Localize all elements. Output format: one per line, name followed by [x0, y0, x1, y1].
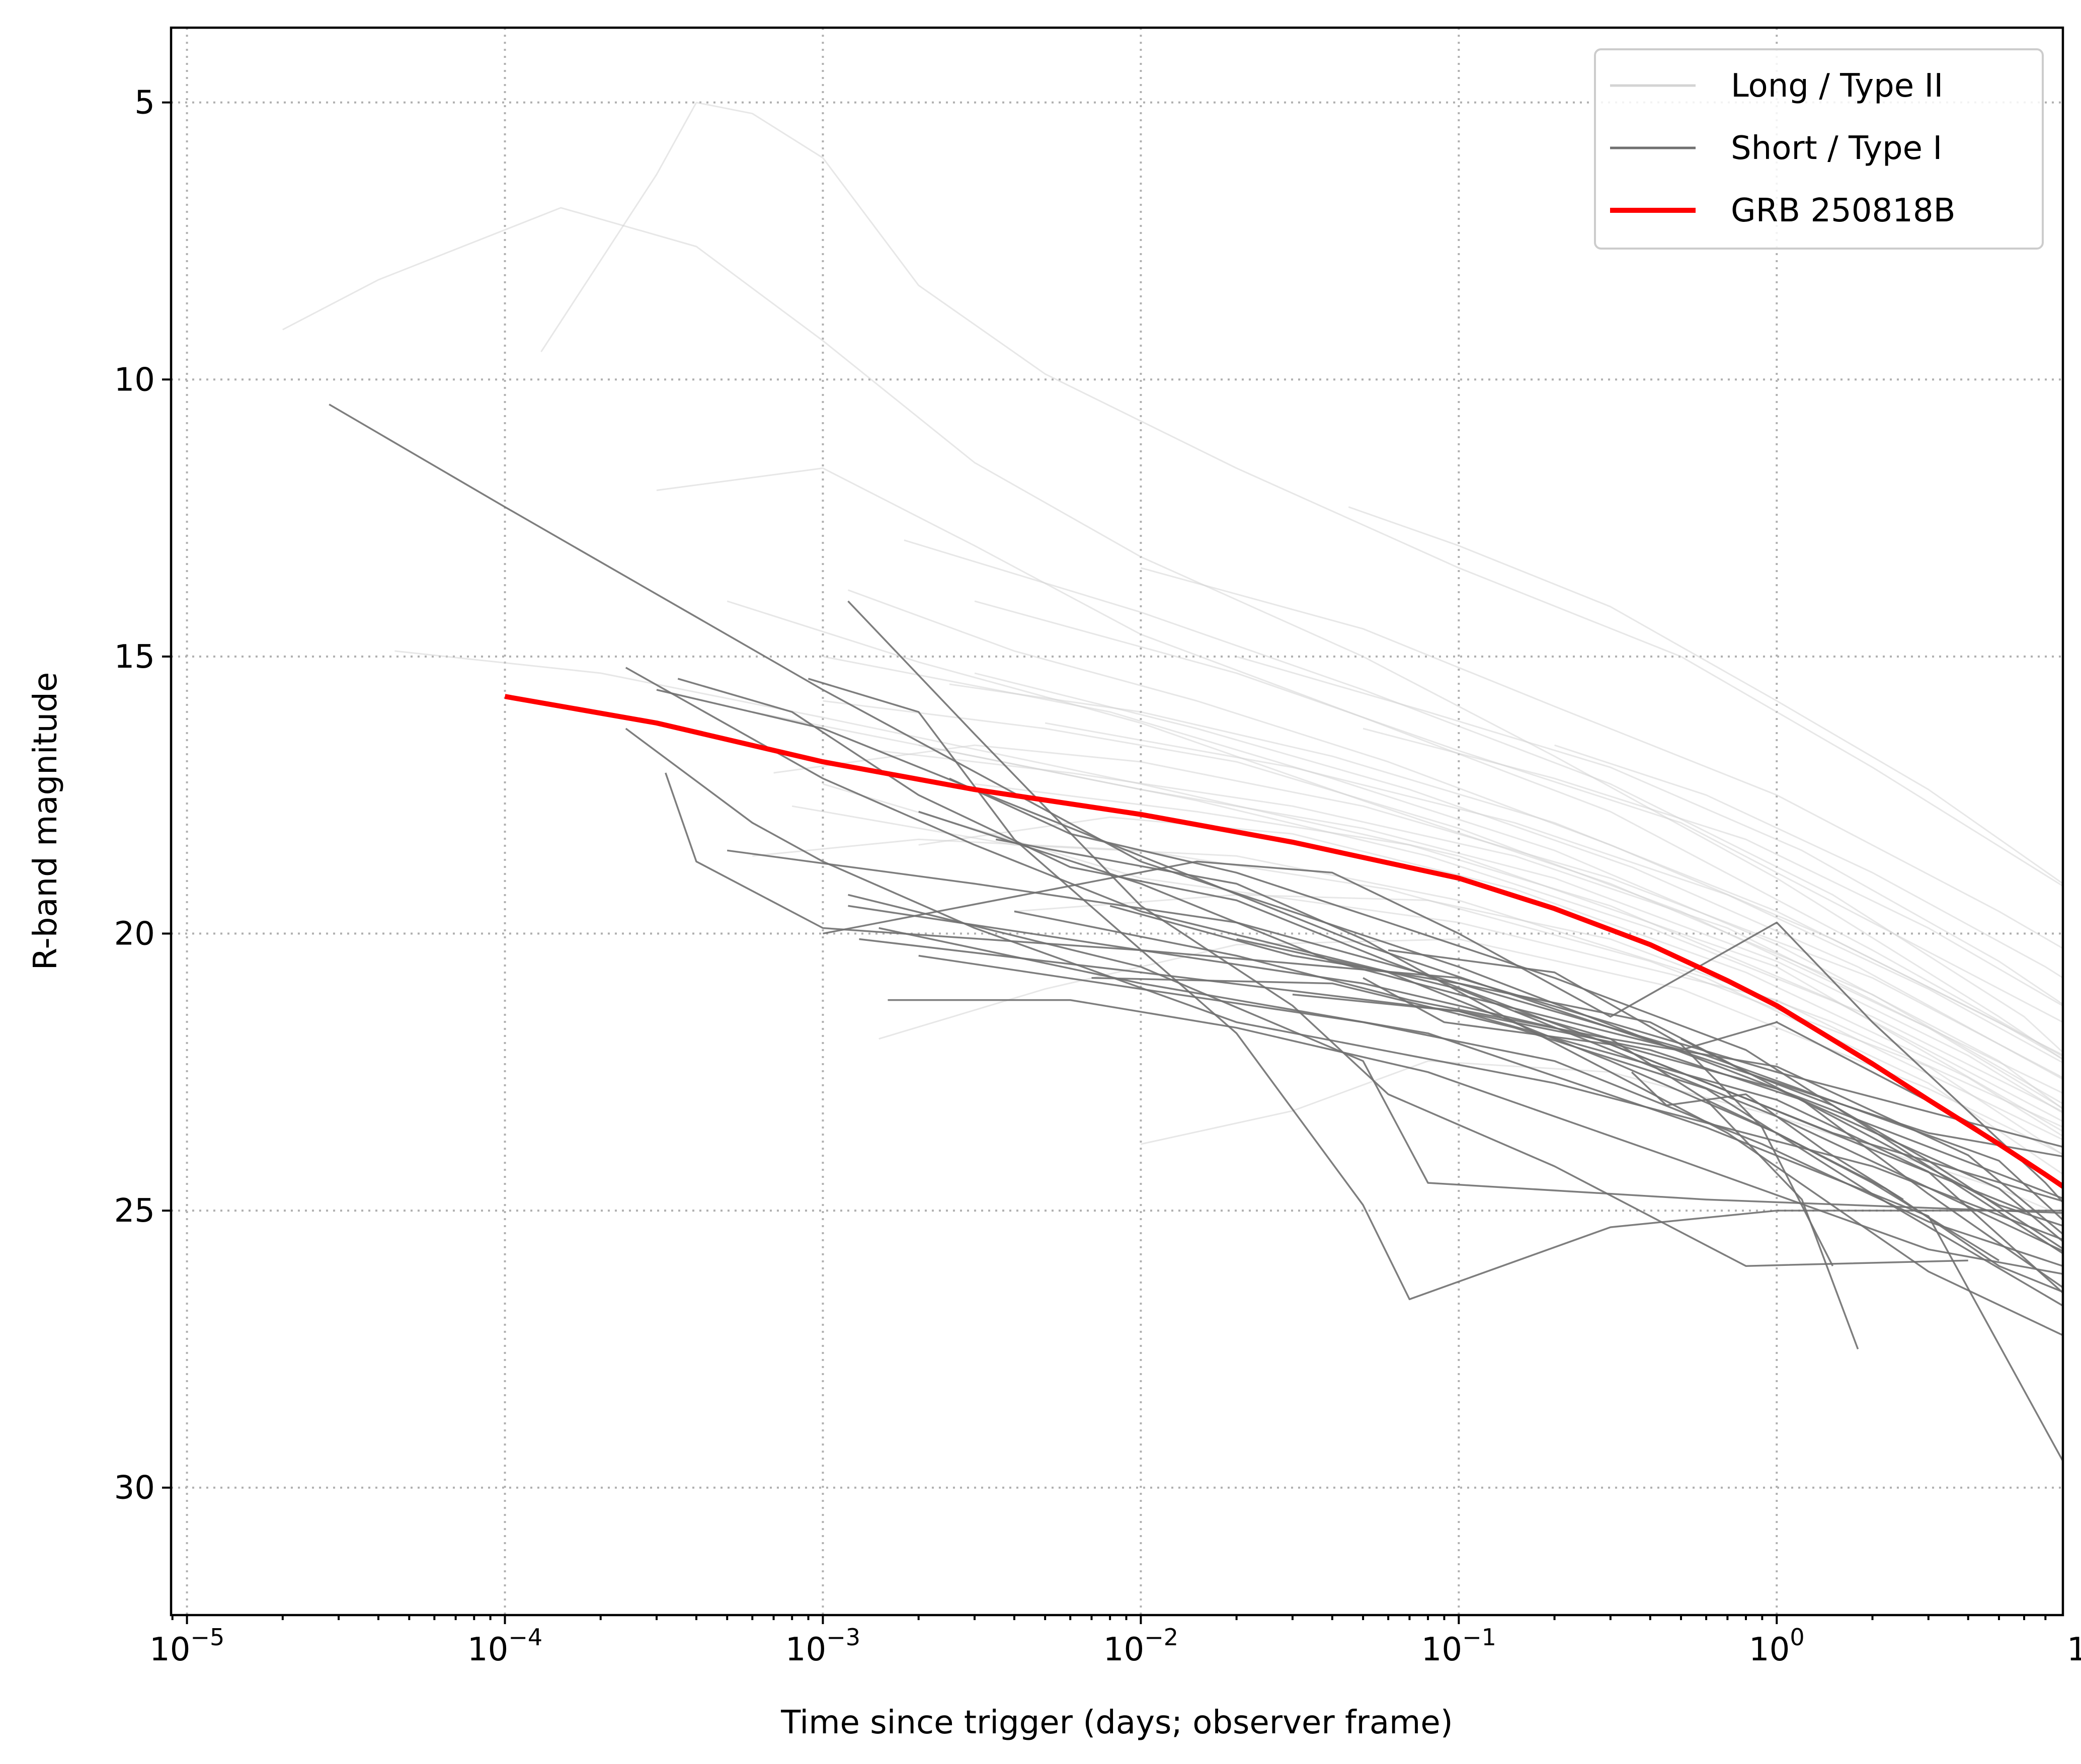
short-type-i-light-curve	[665, 772, 2063, 1148]
short-type-i-light-curve	[1292, 993, 2063, 1289]
long-type-ii-light-curve	[656, 467, 2063, 1058]
long-type-ii-light-curve	[974, 600, 2063, 1023]
short-type-i-curves	[329, 404, 2063, 1463]
long-type-ii-light-curve	[752, 711, 2063, 1113]
long-type-ii-light-curve	[918, 816, 2063, 1137]
long-type-ii-light-curve	[823, 700, 2063, 1094]
x-tick-label: 10−3	[785, 1624, 860, 1668]
long-type-ii-light-curve	[974, 783, 2063, 1122]
short-type-i-light-curve	[1014, 910, 2063, 1236]
x-tick-label: 10−5	[149, 1624, 224, 1668]
long-type-ii-light-curve	[949, 683, 2063, 1060]
short-type-i-light-curve	[859, 938, 2063, 1294]
long-type-ii-light-curve	[823, 656, 2063, 1110]
long-type-ii-light-curve	[1236, 656, 2063, 1005]
y-tick-label: 30	[114, 1470, 155, 1507]
short-type-i-light-curve	[949, 777, 2063, 1255]
long-type-ii-light-curve	[823, 783, 2063, 1141]
long-type-ii-curves	[282, 102, 2063, 1217]
x-tick-label: 100	[1749, 1624, 1805, 1668]
short-type-i-light-curve	[329, 404, 2063, 1199]
short-type-i-light-curve	[1706, 1099, 2063, 1293]
x-tick-label: 10−4	[467, 1624, 542, 1668]
grb-250818b-light-curve	[504, 694, 2063, 1189]
legend-label: GRB 250818B	[1731, 192, 1956, 229]
long-type-ii-light-curve	[1045, 722, 2063, 1064]
long-type-ii-light-curve	[974, 672, 2063, 1080]
y-tick-label: 15	[114, 638, 155, 676]
legend-label: Long / Type II	[1731, 67, 1943, 105]
long-type-ii-light-curve	[1141, 1060, 2063, 1217]
y-tick-label: 5	[134, 85, 155, 122]
plot-frame	[170, 26, 2064, 1617]
short-type-i-light-curve	[847, 600, 1968, 1267]
long-type-ii-light-curve	[847, 589, 2063, 1056]
long-type-ii-light-curve	[878, 938, 2063, 1155]
long-type-ii-light-curve	[282, 207, 2063, 1061]
long-type-ii-light-curve	[1363, 728, 2063, 1007]
short-type-i-light-curve	[878, 927, 2063, 1463]
long-type-ii-light-curve	[878, 750, 2063, 1109]
y-axis-title: R-band magnitude	[27, 672, 64, 971]
short-type-i-light-curve	[888, 999, 2063, 1275]
short-type-i-light-curve	[1631, 1071, 1904, 1200]
y-tick-label: 20	[114, 915, 155, 952]
short-type-i-light-curve	[823, 860, 2063, 1204]
short-type-i-light-curve	[808, 678, 2063, 1301]
long-type-ii-light-curve	[791, 805, 2063, 1175]
y-tick-label: 25	[114, 1192, 155, 1230]
x-tick-label: 101	[2067, 1624, 2081, 1668]
short-type-i-light-curve	[918, 954, 2063, 1267]
y-tick-label: 10	[114, 361, 155, 398]
short-type-i-light-curve	[1091, 977, 2063, 1307]
x-tick-label: 10−1	[1421, 1624, 1496, 1668]
grb-250818b-curve	[504, 694, 2063, 1189]
long-type-ii-light-curve	[1554, 744, 2063, 979]
long-type-ii-light-curve	[540, 102, 2063, 887]
x-axis-ticks: 10−510−410−310−210−1100101102	[149, 1615, 2081, 1668]
x-axis-title: Time since trigger (days; observer frame…	[780, 1704, 1453, 1741]
long-type-ii-light-curve	[904, 539, 2063, 1054]
long-type-ii-light-curve	[394, 650, 2063, 1133]
short-type-i-light-curve	[1363, 977, 2025, 1212]
long-type-ii-light-curve	[1348, 506, 2063, 885]
short-type-i-light-curve	[625, 667, 2063, 1252]
y-axis-ticks: 5 10 15 20 25 30	[114, 85, 171, 1507]
x-tick-label: 10−2	[1103, 1624, 1178, 1668]
legend-box	[1594, 48, 2044, 250]
legend-label: Short / Type I	[1731, 130, 1942, 167]
grid-lines	[171, 28, 2063, 1615]
long-type-ii-light-curve	[1141, 567, 2063, 949]
long-type-ii-light-curve	[773, 744, 2063, 1079]
legend: Long / Type II Short / Type I GRB 250818B	[1594, 48, 2044, 250]
short-type-i-light-curve	[1109, 905, 2063, 1227]
short-type-i-light-curve	[1388, 949, 1834, 1266]
